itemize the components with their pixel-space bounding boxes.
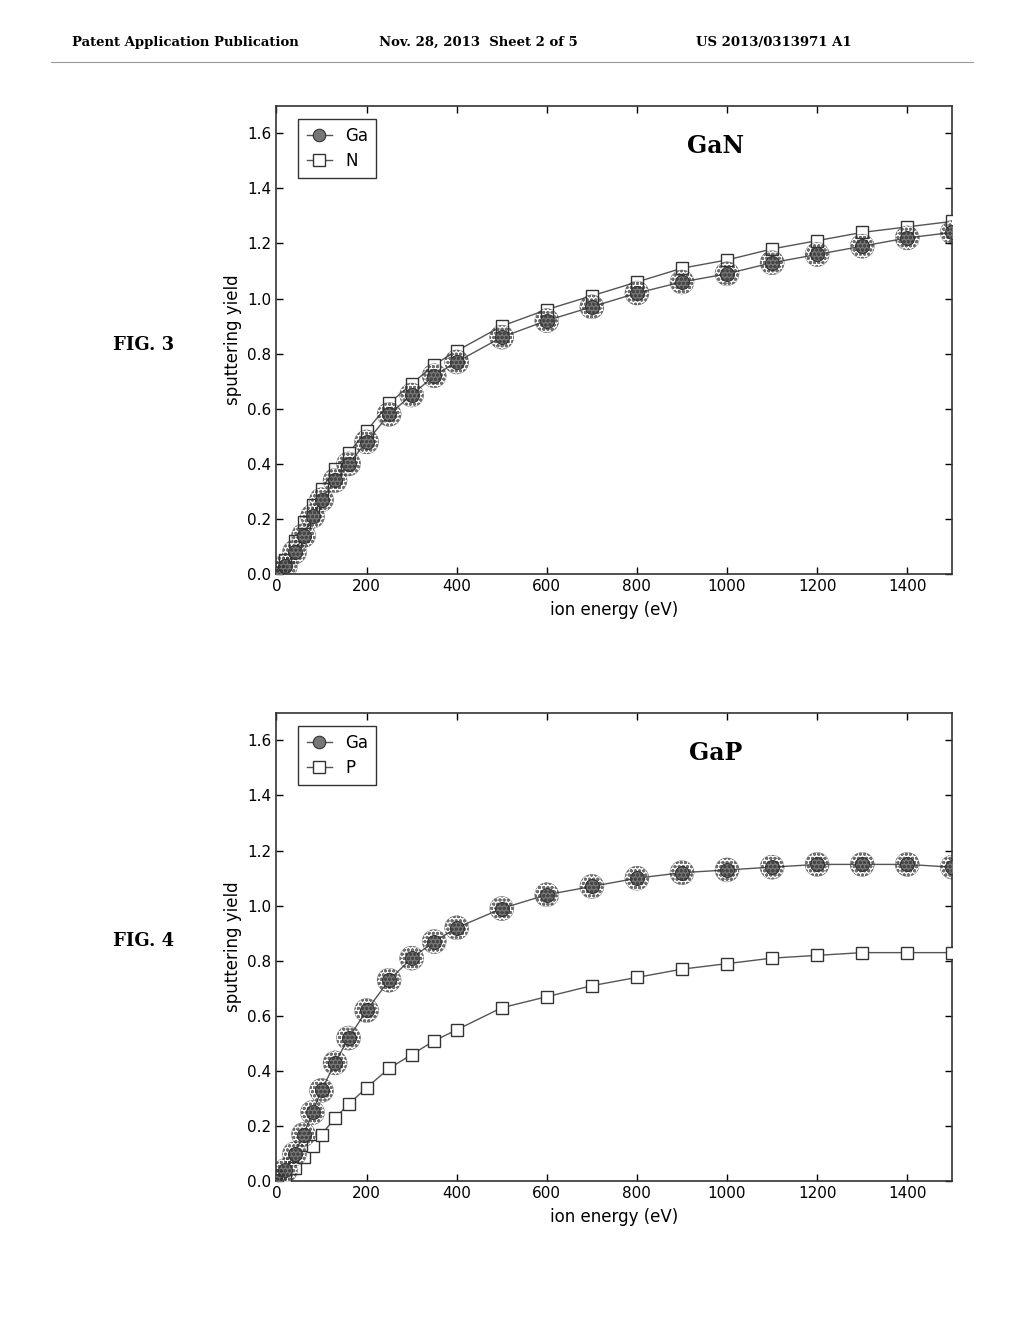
Point [340,1027,356,1048]
Point [313,490,330,511]
Point [944,222,961,243]
Point [268,564,285,585]
Legend: Ga, P: Ga, P [298,726,377,785]
Point [629,867,645,888]
Text: FIG. 4: FIG. 4 [113,932,174,950]
Text: US 2013/0313971 A1: US 2013/0313971 A1 [696,36,852,49]
Point [899,227,915,248]
Point [809,854,825,875]
Point [539,310,555,331]
Point [674,862,690,883]
Point [944,857,961,878]
Text: GaN: GaN [687,133,744,157]
Point [674,272,690,293]
Point [358,1001,375,1022]
Point [764,857,780,878]
Point [584,296,600,317]
Point [381,404,397,425]
Point [403,948,420,969]
Point [629,282,645,304]
Y-axis label: sputtering yield: sputtering yield [224,882,242,1012]
X-axis label: ion energy (eV): ion energy (eV) [550,1208,679,1226]
Point [854,854,870,875]
Point [449,351,465,372]
X-axis label: ion energy (eV): ion energy (eV) [550,601,679,619]
Point [494,898,510,919]
Point [426,366,442,387]
Point [268,1171,285,1192]
Point [584,876,600,898]
Point [403,384,420,405]
Point [313,1080,330,1101]
Point [327,470,343,491]
Point [381,970,397,991]
Y-axis label: sputtering yield: sputtering yield [224,275,242,405]
Point [426,931,442,952]
Legend: Ga, N: Ga, N [298,119,377,178]
Point [304,506,321,527]
Point [539,884,555,906]
Point [719,263,735,284]
Point [449,917,465,939]
Point [809,244,825,265]
Point [764,252,780,273]
Text: Patent Application Publication: Patent Application Publication [72,36,298,49]
Point [854,235,870,256]
Point [287,1143,303,1164]
Text: FIG. 3: FIG. 3 [113,335,174,354]
Point [340,453,356,474]
Point [278,556,294,577]
Text: Nov. 28, 2013  Sheet 2 of 5: Nov. 28, 2013 Sheet 2 of 5 [379,36,578,49]
Point [304,1102,321,1123]
Point [358,432,375,453]
Point [295,1125,311,1146]
Point [494,326,510,347]
Point [719,859,735,880]
Point [278,1160,294,1181]
Point [287,541,303,562]
Point [295,525,311,546]
Text: GaP: GaP [689,741,742,764]
Point [899,854,915,875]
Point [327,1052,343,1073]
